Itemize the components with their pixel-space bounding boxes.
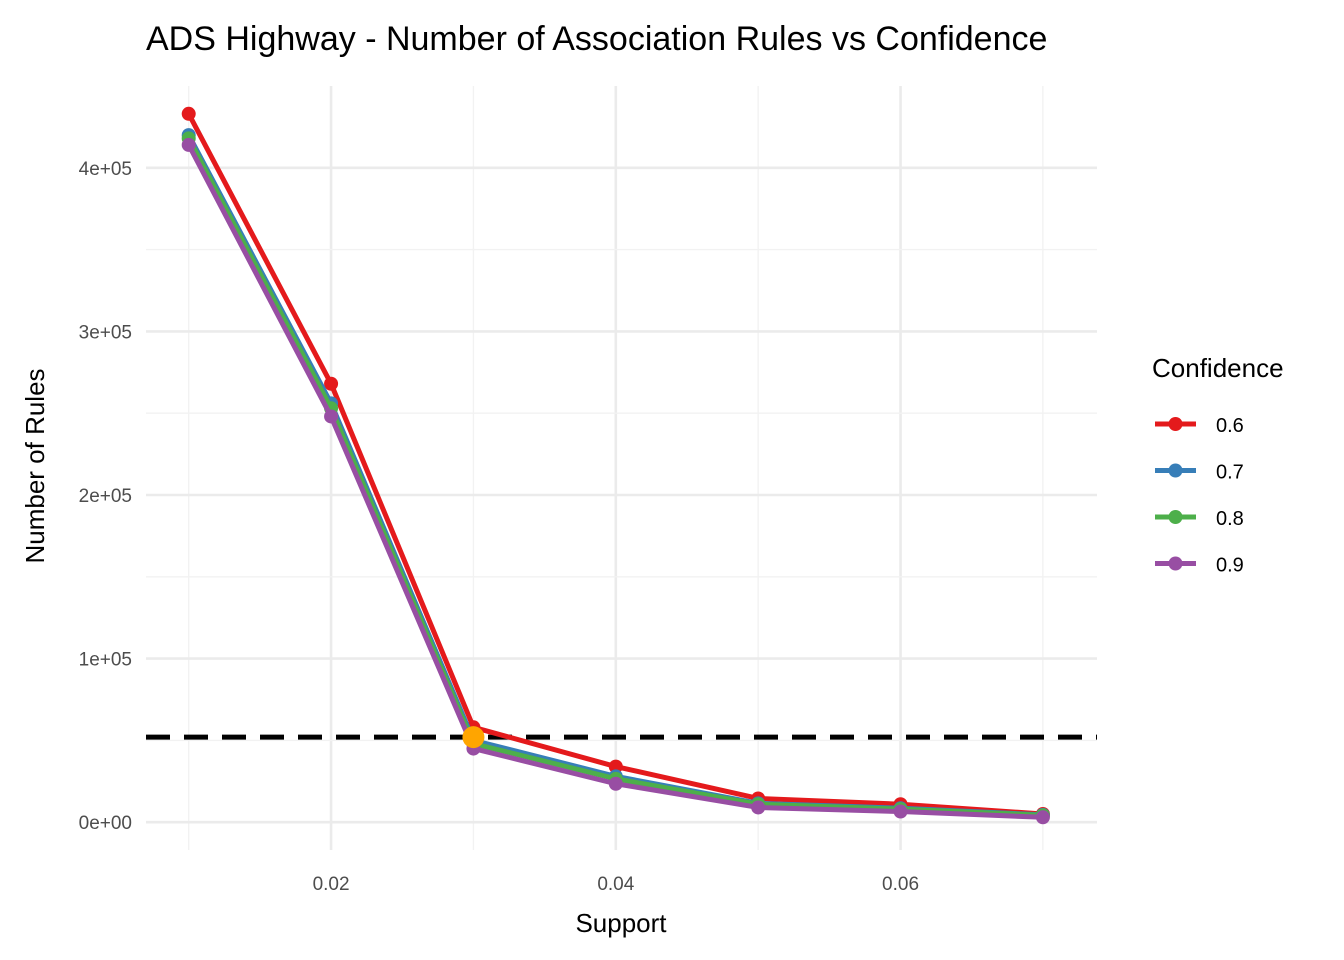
legend-swatch-point bbox=[1168, 510, 1183, 524]
y-axis-ticks: 0e+00 1e+05 2e+05 3e+05 4e+05 bbox=[79, 159, 132, 834]
legend-label: 0.6 bbox=[1216, 415, 1244, 437]
data-point bbox=[181, 137, 196, 152]
data-point bbox=[893, 804, 908, 819]
data-point bbox=[608, 759, 623, 774]
data-point bbox=[751, 800, 766, 815]
legend-label: 0.7 bbox=[1216, 462, 1244, 484]
x-tick-label: 0.06 bbox=[882, 874, 919, 895]
y-tick-label: 4e+05 bbox=[79, 159, 132, 180]
legend-title: Confidence bbox=[1152, 353, 1284, 383]
legend-label: 0.9 bbox=[1216, 555, 1244, 577]
data-point bbox=[1035, 810, 1050, 825]
legend-label: 0.8 bbox=[1216, 508, 1244, 530]
grid bbox=[146, 86, 1097, 850]
data-point bbox=[324, 409, 339, 424]
y-tick-label: 1e+05 bbox=[79, 650, 132, 671]
legend-swatch-point bbox=[1168, 463, 1183, 478]
data-point bbox=[608, 776, 623, 791]
x-tick-label: 0.02 bbox=[313, 874, 350, 895]
y-tick-label: 2e+05 bbox=[79, 486, 132, 507]
y-tick-label: 3e+05 bbox=[79, 322, 132, 343]
legend-swatch-point bbox=[1168, 556, 1183, 571]
chart-title: ADS Highway - Number of Association Rule… bbox=[146, 20, 1047, 58]
y-tick-label: 0e+00 bbox=[79, 813, 132, 834]
highlight-point bbox=[462, 726, 485, 749]
series-layer bbox=[181, 106, 1050, 825]
x-tick-label: 0.04 bbox=[597, 874, 634, 895]
legend: Confidence 0.6 0.7 0.8 0.9 bbox=[1152, 353, 1284, 577]
data-point bbox=[324, 376, 339, 391]
legend-swatch-point bbox=[1168, 417, 1183, 431]
x-axis-ticks: 0.02 0.04 0.06 bbox=[313, 874, 919, 895]
data-point bbox=[181, 106, 196, 121]
x-axis-title: Support bbox=[575, 908, 667, 938]
y-axis-title: Number of Rules bbox=[20, 368, 50, 563]
